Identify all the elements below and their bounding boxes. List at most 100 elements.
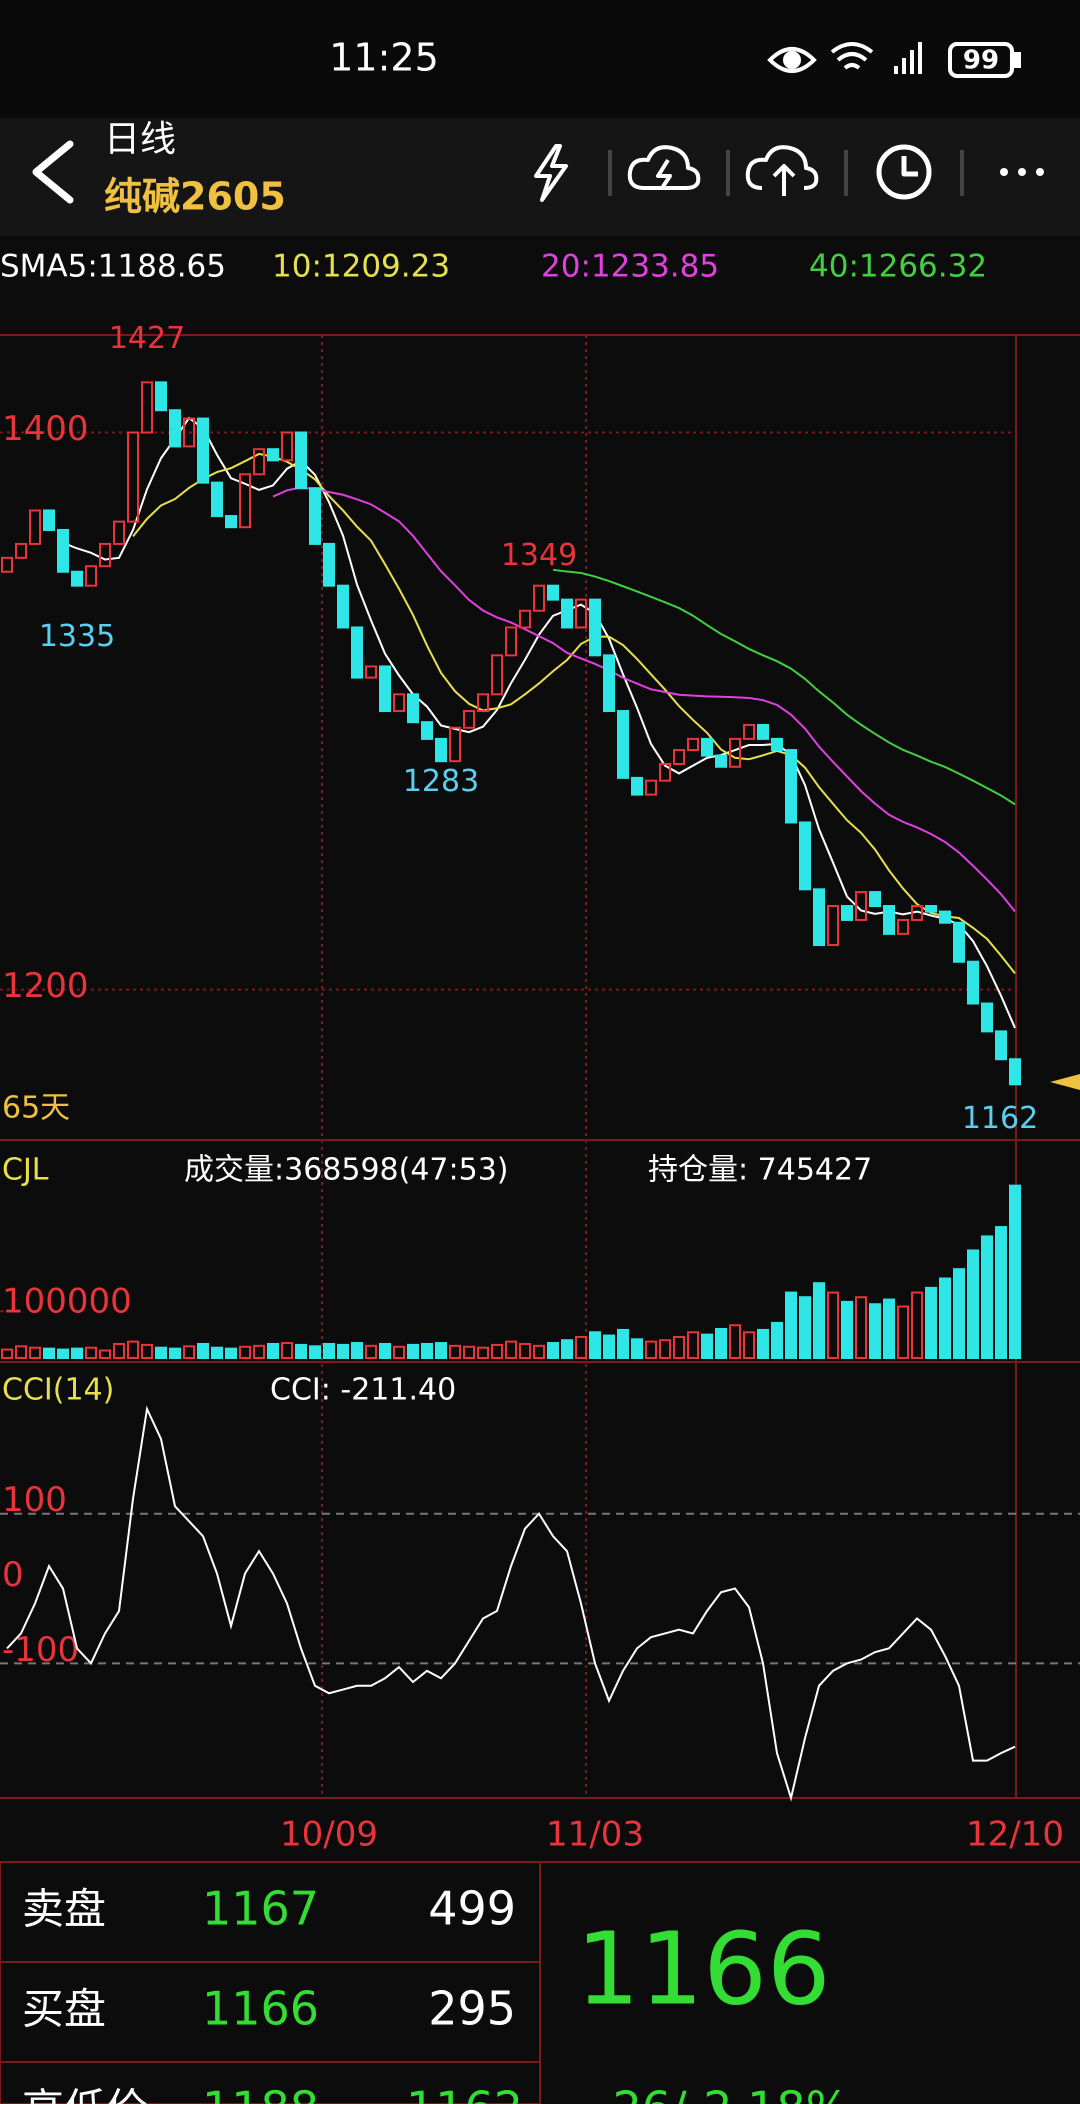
candle-body xyxy=(715,754,727,768)
volume-bar xyxy=(169,1347,181,1360)
eye-icon xyxy=(767,47,817,73)
volume-bar xyxy=(393,1345,405,1359)
volume-bar xyxy=(407,1343,419,1359)
volume-bar xyxy=(365,1344,377,1360)
volume-bar xyxy=(421,1342,433,1360)
candle-body xyxy=(785,749,797,824)
volume-bar xyxy=(981,1235,993,1359)
candle-body xyxy=(911,905,923,921)
candle-body xyxy=(99,542,111,568)
candle-body xyxy=(113,520,125,545)
candle-body xyxy=(855,891,867,921)
quote-table xyxy=(0,1861,541,2104)
volume-bar xyxy=(309,1345,321,1359)
volume-bar xyxy=(813,1282,825,1360)
volume-bar xyxy=(379,1342,391,1360)
moving-average xyxy=(132,452,1016,975)
cci-tick-label: 0 xyxy=(2,1555,24,1595)
candle-body xyxy=(281,431,293,462)
cloud-flash-button[interactable] xyxy=(627,145,701,190)
volume-bar xyxy=(729,1324,741,1359)
volume-bar xyxy=(225,1347,237,1360)
price-annotation: 1283 xyxy=(403,764,479,799)
candle-body xyxy=(617,710,629,779)
volume-bar xyxy=(71,1347,83,1360)
price-annotation: 1162 xyxy=(962,1101,1038,1136)
price-annotation: 1335 xyxy=(39,619,115,654)
candle-body xyxy=(841,905,853,921)
candle-body xyxy=(295,431,307,490)
candle-body xyxy=(939,910,951,924)
candle-body xyxy=(925,905,937,913)
ask-label: 卖盘 xyxy=(22,1885,106,1934)
volume-tick-label: 100000 xyxy=(2,1282,132,1322)
flash-button[interactable] xyxy=(534,144,568,202)
volume-bar xyxy=(85,1346,97,1359)
candle-body xyxy=(491,654,503,696)
volume-title: CJL xyxy=(2,1153,49,1188)
candle-body xyxy=(197,417,209,484)
volume-bar xyxy=(799,1296,811,1359)
dot xyxy=(1036,168,1044,176)
volume-bar xyxy=(995,1226,1007,1359)
volume-bar xyxy=(57,1348,69,1359)
days-label: 65天 xyxy=(2,1091,70,1126)
nav-icons xyxy=(534,144,964,202)
status-icons xyxy=(767,42,1021,78)
volume-bar xyxy=(547,1342,559,1360)
candle-body xyxy=(155,381,167,412)
candle-body xyxy=(827,905,839,947)
volume-bar xyxy=(533,1344,545,1360)
candle-body xyxy=(407,693,419,724)
ask-price: 1167 xyxy=(202,1882,319,1936)
clock-button[interactable] xyxy=(876,144,932,200)
price-annotation: 1427 xyxy=(109,321,185,356)
volume-bar xyxy=(911,1291,923,1359)
candle-body xyxy=(435,737,447,763)
volume-bar xyxy=(841,1300,853,1359)
candle-body xyxy=(169,409,181,448)
candle-body xyxy=(211,481,223,518)
candle-body xyxy=(757,723,769,740)
volume-bar xyxy=(659,1339,671,1359)
back-button[interactable] xyxy=(32,140,74,204)
more-button[interactable] xyxy=(1000,168,1044,176)
candle-body xyxy=(1,556,13,573)
volume-bar xyxy=(519,1342,531,1360)
candle-body xyxy=(533,584,545,612)
volume-bar xyxy=(505,1340,517,1359)
volume-bar xyxy=(771,1321,783,1359)
candle-body xyxy=(71,570,83,587)
last-price: 1166 xyxy=(576,1910,831,2027)
candle-body xyxy=(631,776,643,796)
dot xyxy=(1000,168,1008,176)
candle-body xyxy=(883,905,895,935)
volume-bar xyxy=(631,1338,643,1359)
cci-title: CCI(14) xyxy=(2,1373,114,1408)
volume-bar xyxy=(925,1286,937,1359)
open-interest: 持仓量: 745427 xyxy=(648,1153,872,1188)
ask-volume: 499 xyxy=(428,1882,516,1936)
bid-label: 买盘 xyxy=(22,1985,106,2034)
volume-bar xyxy=(477,1346,489,1359)
y-tick-label: 1200 xyxy=(2,966,89,1006)
cloud-upload-button[interactable] xyxy=(745,145,819,196)
candle-body xyxy=(743,723,755,740)
x-tick-label: 10/09 xyxy=(280,1815,378,1855)
candle-body xyxy=(547,584,559,601)
change: -26/-2.18% xyxy=(596,2082,849,2104)
candle-body xyxy=(897,918,909,935)
volume-bar xyxy=(715,1328,727,1360)
volume-bar xyxy=(141,1343,153,1359)
volume-bar xyxy=(1009,1184,1021,1359)
volume-bar xyxy=(897,1305,909,1360)
volume-bar xyxy=(267,1342,279,1360)
volume-bar xyxy=(463,1345,475,1359)
candle-body xyxy=(141,381,153,434)
candle-body xyxy=(183,417,195,448)
candle-body xyxy=(869,891,881,908)
moving-average xyxy=(272,486,1016,913)
